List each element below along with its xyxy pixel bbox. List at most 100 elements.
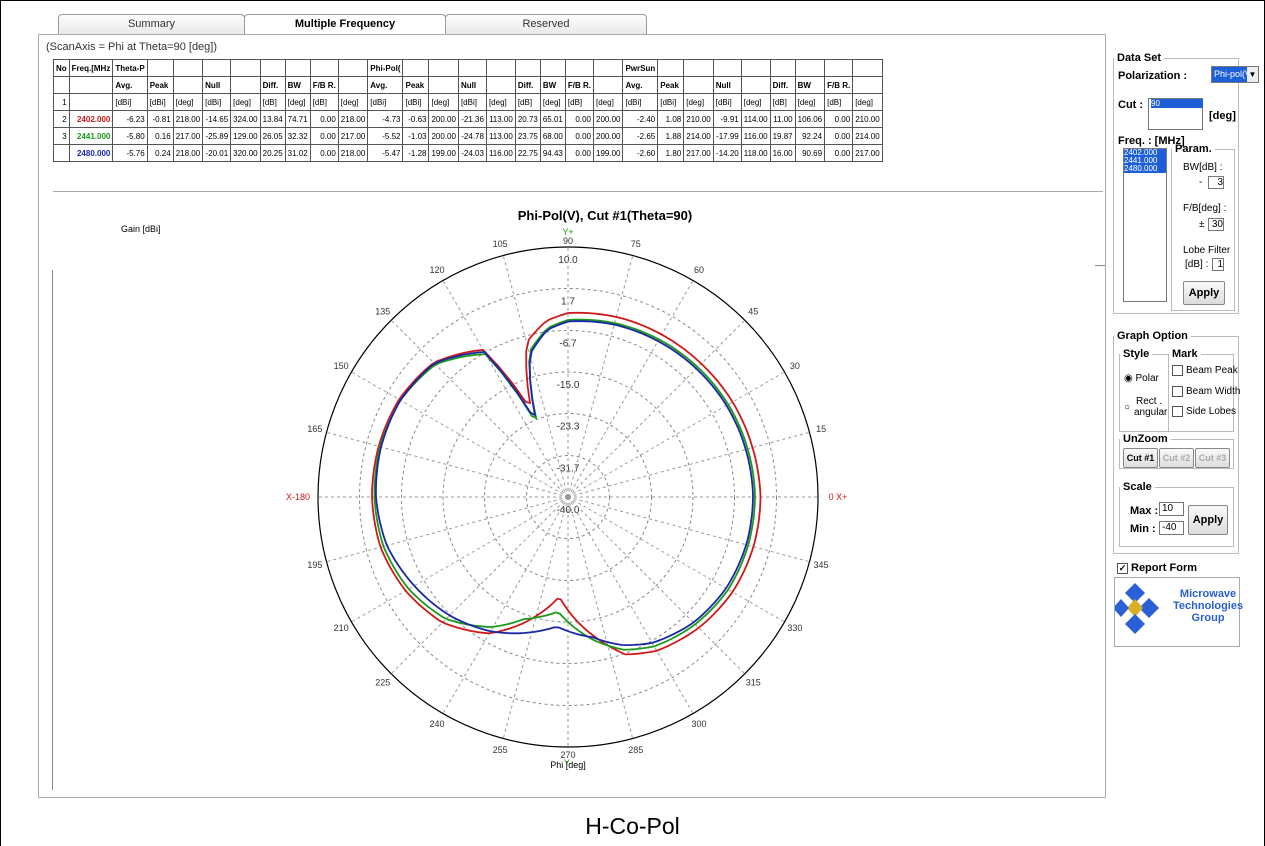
table-cell: [deg] — [230, 93, 261, 111]
side-lobes-label: Side Lobes — [1186, 406, 1237, 418]
table-cell: 0.00 — [564, 144, 595, 162]
table-cell: -24.78 — [457, 127, 487, 145]
table-cell: No — [53, 59, 70, 77]
gain-axis-label: Gain [dBi] — [121, 224, 161, 234]
table-cell — [259, 59, 286, 77]
table-row: 2480.000 -5.76 0.24 218.00 -20.01 320.00 20.25… — [53, 144, 883, 162]
table-cell: 26.05 — [259, 127, 286, 145]
frequency-cell: 2441.000 — [68, 127, 114, 145]
scale-apply-button[interactable]: Apply — [1188, 505, 1228, 535]
x-minus-label: X-180 — [286, 492, 310, 502]
report-form-checkbox[interactable]: ✓ Report Form — [1117, 562, 1197, 574]
table-cell: -9.91 — [712, 110, 742, 128]
bw-prefix: - — [1199, 177, 1203, 188]
table-cell: -24.03 — [457, 144, 487, 162]
tab-reserved[interactable]: Reserved — [445, 14, 647, 34]
cut-input[interactable]: 90 — [1148, 98, 1203, 130]
cut1-button[interactable]: Cut #1 — [1123, 448, 1158, 468]
side-lobes-checkbox[interactable]: Side Lobes — [1172, 406, 1236, 417]
table-cell: 199.00 — [592, 144, 624, 162]
beam-width-checkbox[interactable]: Beam Width — [1172, 386, 1240, 397]
y-minus-label: Y- — [564, 758, 572, 768]
report-form-label: Report Form — [1131, 562, 1197, 574]
table-cell — [592, 59, 624, 77]
rect-radio[interactable]: ○ Rect . angular — [1124, 396, 1167, 418]
table-cell: [deg] — [683, 93, 714, 111]
polar-radio[interactable]: ◉ Polar — [1124, 373, 1159, 384]
radio-selected-icon: ◉ — [1124, 373, 1136, 384]
polar-label: Polar — [1135, 373, 1159, 384]
table-cell: [deg] — [337, 93, 369, 111]
scan-axis-label: (ScanAxis = Phi at Theta=90 [deg]) — [46, 41, 218, 53]
data-set-apply-button[interactable]: Apply — [1183, 281, 1225, 305]
table-cell: [dBi] — [457, 93, 487, 111]
table-cell: 116.00 — [740, 127, 771, 145]
table-cell — [284, 59, 311, 77]
fb-input[interactable]: 30 — [1208, 218, 1224, 231]
table-cell: 218.00 — [172, 144, 204, 162]
freq-list[interactable]: 2402.000 2441.000 2480.000 — [1123, 148, 1167, 302]
polar-spoke — [326, 431, 569, 498]
table-cell: 0.00 — [309, 144, 339, 162]
table-cell: 113.00 — [485, 127, 516, 145]
table-cell: -5.76 — [112, 144, 148, 162]
table-cell: F/B R. — [824, 76, 854, 94]
tab-summary[interactable]: Summary — [58, 14, 245, 34]
table-cell: 116.00 — [485, 144, 516, 162]
beam-peak-checkbox[interactable]: Beam Peak — [1172, 365, 1238, 376]
param-group: Param. — [1171, 143, 1235, 311]
min-input[interactable]: -40 — [1159, 521, 1184, 535]
table-cell: -2.65 — [622, 127, 659, 145]
cut3-button[interactable]: Cut #3 — [1195, 448, 1230, 468]
table-cell: 68.00 — [539, 127, 566, 145]
logo-diamonds-icon — [1113, 583, 1159, 634]
table-cell — [824, 59, 854, 77]
table-cell — [769, 59, 796, 77]
max-input[interactable]: 10 — [1159, 502, 1184, 516]
polarization-value: Phi-pol(V) — [1214, 69, 1255, 79]
caption: H-Co-Pol — [585, 813, 680, 839]
table-cell: Avg. — [622, 76, 659, 94]
bw-input[interactable]: 3 — [1208, 176, 1224, 189]
table-cell: 92.24 — [794, 127, 826, 145]
ring-label: -31.7 — [557, 464, 580, 475]
angle-label: 105 — [493, 239, 508, 249]
freq-list-item[interactable]: 2480.000 — [1124, 165, 1166, 173]
table-cell: 19.87 — [769, 127, 796, 145]
table-cell: 0.00 — [824, 127, 854, 145]
ring-label: -15.0 — [557, 380, 580, 391]
lobe-filter-input[interactable]: 1 — [1212, 258, 1224, 271]
table-cell: -1.03 — [402, 127, 430, 145]
table-cell — [485, 59, 516, 77]
param-legend: Param. — [1175, 143, 1212, 155]
table-cell: 218.00 — [337, 110, 369, 128]
table-cell: Diff. — [769, 76, 796, 94]
tab-multiple-frequency[interactable]: Multiple Frequency — [244, 14, 446, 35]
freq-list-item[interactable]: 2441.000 — [1124, 157, 1166, 165]
table-cell — [657, 59, 685, 77]
table-cell: -20.01 — [202, 144, 232, 162]
table-cell: 22.75 — [514, 144, 541, 162]
polarization-select[interactable]: Phi-pol(V) ▼ — [1211, 66, 1259, 83]
table-cell: 324.00 — [230, 110, 261, 128]
lobe-filter-label: Lobe Filter — [1183, 245, 1231, 256]
table-cell — [230, 76, 261, 94]
freq-list-item[interactable]: 2402.000 — [1124, 149, 1166, 157]
table-cell: 113.00 — [485, 110, 516, 128]
cut-value: 90 — [1151, 99, 1203, 108]
table-cell: [deg] — [794, 93, 826, 111]
angle-label: 45 — [748, 307, 758, 317]
table-cell: [deg] — [852, 93, 883, 111]
table-cell: BW — [539, 76, 566, 94]
table-row: No Freq.[MHz Theta-P Phi-Pol(PwrSun — [53, 59, 883, 77]
chart-title: Phi-Pol(V), Cut #1(Theta=90) — [518, 208, 692, 223]
table-cell: 1.88 — [657, 127, 685, 145]
table-cell: 0.00 — [824, 144, 854, 162]
table-cell: 90.69 — [794, 144, 826, 162]
frequency-cell: 2480.000 — [68, 144, 114, 162]
table-cell: 200.00 — [428, 127, 459, 145]
logo-text: Microwave Technologies Group — [1173, 588, 1243, 624]
graph-left-divider — [52, 270, 53, 790]
cut2-button[interactable]: Cut #2 — [1159, 448, 1194, 468]
polar-grid-ring — [442, 371, 694, 623]
